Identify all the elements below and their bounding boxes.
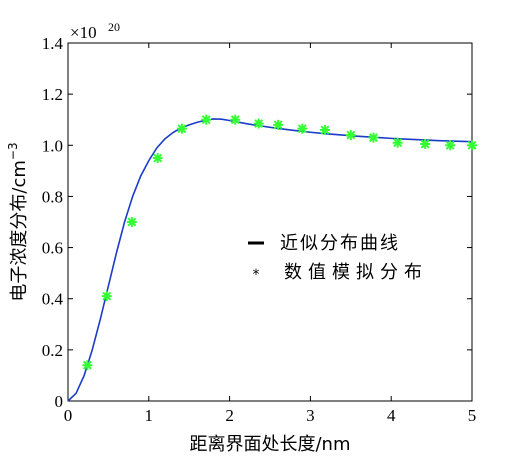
x-tick-label: 2 xyxy=(225,406,234,425)
y-axis-title-main: 电子浓度分布/cm xyxy=(9,160,30,302)
data-point-star xyxy=(420,139,431,150)
data-point-star xyxy=(368,132,379,143)
data-point-star xyxy=(273,119,284,130)
data-point-star xyxy=(201,114,212,125)
data-point-star xyxy=(176,123,187,134)
data-point-star xyxy=(467,140,477,151)
data-point-star xyxy=(126,217,137,227)
y-tick-label: 1.2 xyxy=(42,85,63,104)
data-point-star xyxy=(152,153,163,164)
legend-star-swatch: * xyxy=(253,267,260,283)
legend-label-line: 近似分布曲线 xyxy=(280,233,400,254)
axis-ticks xyxy=(67,42,473,402)
x-tick-label: 5 xyxy=(468,406,477,425)
y-tick-label: 0.8 xyxy=(42,187,63,206)
x-tick-label: 4 xyxy=(387,406,396,425)
y-tick-label: 0.2 xyxy=(42,341,63,360)
y-tick-label: 1.4 xyxy=(42,34,64,53)
x-tick-labels: 0 1 2 3 4 5 xyxy=(64,406,477,425)
x-tick-label: 1 xyxy=(145,406,154,425)
y-axis-title: 电子浓度分布/cm−3 xyxy=(6,142,30,301)
data-point-star xyxy=(101,291,112,302)
legend-label-marker: 数值模拟分布 xyxy=(284,262,428,283)
data-point-star xyxy=(392,137,403,148)
y-tick-label: 0.4 xyxy=(42,290,64,309)
y-tick-label: 0 xyxy=(55,392,64,411)
legend: 近似分布曲线 * 数值模拟分布 xyxy=(248,233,428,283)
data-point-star xyxy=(253,118,264,129)
svg-text:电子浓度分布/cm−3: 电子浓度分布/cm−3 xyxy=(6,142,30,301)
x-tick-label: 0 xyxy=(64,406,73,425)
y-tick-label: 1.0 xyxy=(42,136,63,155)
y-tick-label: 0.6 xyxy=(42,239,63,258)
x-tick-label: 3 xyxy=(306,406,315,425)
data-point-star xyxy=(82,360,93,371)
data-point-star xyxy=(319,124,330,135)
y-multiplier-base: ×10 xyxy=(70,23,97,42)
y-multiplier-exponent: 20 xyxy=(108,20,120,34)
data-point-star xyxy=(230,114,241,125)
x-axis-title: 距离界面处长度/nm xyxy=(189,434,350,455)
series-layer xyxy=(67,114,477,402)
data-point-star xyxy=(297,123,308,134)
data-point-star xyxy=(345,130,356,141)
data-point-star xyxy=(445,140,456,151)
y-tick-labels: 0 0.2 0.4 0.6 0.8 1.0 1.2 1.4 xyxy=(42,34,64,411)
y-axis-title-exponent: −3 xyxy=(6,142,20,160)
